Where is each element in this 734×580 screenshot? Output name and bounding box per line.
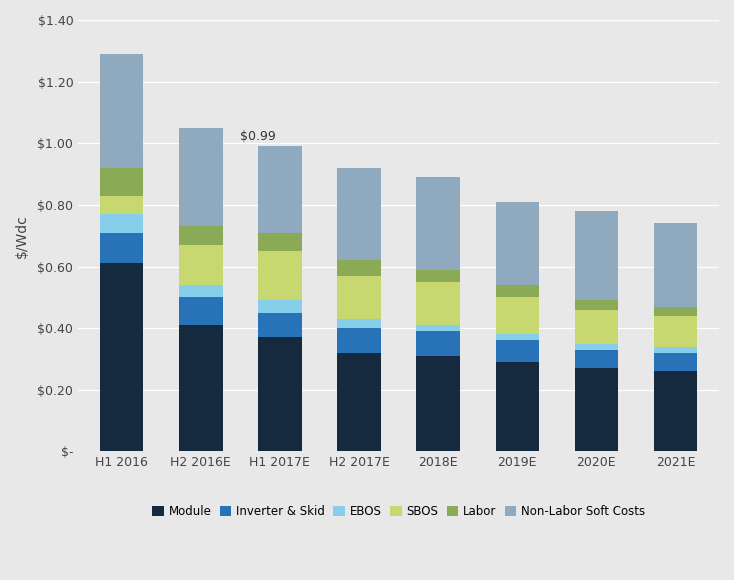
Bar (416, 331, 460, 356)
Bar (258, 146, 302, 233)
Bar (338, 353, 381, 451)
Bar (258, 313, 302, 338)
Bar (575, 310, 618, 343)
Bar (338, 328, 381, 353)
Bar (495, 340, 539, 362)
Bar (179, 325, 222, 451)
Bar (575, 211, 618, 300)
Bar (338, 168, 381, 260)
Bar (654, 353, 697, 371)
Bar (258, 251, 302, 300)
Bar (575, 343, 618, 350)
Bar (338, 319, 381, 328)
Bar (179, 226, 222, 245)
Bar (495, 298, 539, 334)
Y-axis label: $/Wdc: $/Wdc (15, 214, 29, 258)
Bar (258, 338, 302, 451)
Bar (575, 368, 618, 451)
Bar (654, 316, 697, 347)
Bar (100, 195, 143, 214)
Bar (654, 371, 697, 451)
Bar (258, 300, 302, 313)
Bar (495, 285, 539, 298)
Bar (338, 276, 381, 319)
Bar (654, 307, 697, 316)
Bar (100, 263, 143, 451)
Bar (100, 233, 143, 263)
Bar (495, 202, 539, 285)
Bar (575, 350, 618, 368)
Bar (575, 300, 618, 310)
Bar (416, 356, 460, 451)
Bar (654, 223, 697, 307)
Bar (416, 270, 460, 282)
Bar (654, 347, 697, 353)
Bar (179, 245, 222, 285)
Bar (179, 285, 222, 298)
Legend: Module, Inverter & Skid, EBOS, SBOS, Labor, Non-Labor Soft Costs: Module, Inverter & Skid, EBOS, SBOS, Lab… (147, 501, 650, 523)
Text: $0.99: $0.99 (240, 130, 276, 143)
Bar (258, 233, 302, 251)
Bar (416, 177, 460, 270)
Bar (100, 214, 143, 233)
Bar (179, 128, 222, 226)
Bar (416, 325, 460, 331)
Bar (338, 260, 381, 276)
Bar (495, 362, 539, 451)
Bar (100, 168, 143, 195)
Bar (416, 282, 460, 325)
Bar (179, 298, 222, 325)
Bar (100, 54, 143, 168)
Bar (495, 334, 539, 340)
